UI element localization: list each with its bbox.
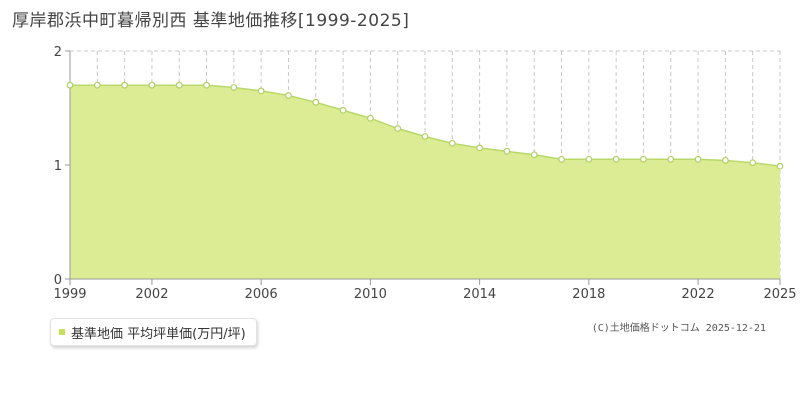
data-point [476, 144, 484, 152]
x-tick-label: 2002 [135, 287, 168, 302]
data-point [339, 106, 347, 114]
legend-label: 基準地価 平均坪単価(万円/坪) [71, 326, 246, 342]
data-point [421, 133, 429, 140]
x-tick-label: 2018 [572, 287, 605, 302]
data-point [66, 81, 74, 89]
x-tick-label: 2010 [354, 287, 387, 302]
data-point [721, 157, 729, 164]
data-point [312, 98, 320, 106]
data-point [558, 155, 565, 163]
data-point [230, 84, 238, 91]
data-point [366, 114, 374, 122]
data-point [285, 92, 292, 99]
y-tick-label: 0 [54, 273, 62, 288]
series-area [70, 85, 780, 279]
data-point [612, 155, 620, 163]
data-point [175, 81, 183, 89]
x-tick-label: 2006 [245, 287, 278, 302]
chart-title: 厚岸郡浜中町暮帰別西 基準地価推移[1999-2025] [12, 11, 410, 31]
x-tick-label: 2022 [682, 287, 715, 302]
data-point [776, 162, 784, 170]
y-tick-label: 2 [54, 45, 62, 60]
legend-marker [59, 329, 65, 335]
data-point [448, 139, 456, 147]
data-point [93, 81, 101, 89]
data-point [503, 147, 511, 155]
data-point [394, 125, 402, 132]
data-point [530, 151, 538, 159]
data-point [148, 81, 156, 89]
data-point [640, 155, 647, 163]
x-tick-label: 2025 [763, 287, 796, 302]
axes [65, 50, 781, 285]
copyright-text: (C)土地価格ドットコム 2025-12-21 [591, 323, 766, 334]
data-point [694, 155, 702, 163]
x-tick-label: 1999 [53, 287, 86, 302]
data-point [121, 81, 129, 89]
data-points [66, 81, 784, 170]
data-point [257, 87, 265, 95]
data-point [667, 155, 675, 163]
legend: 基準地価 平均坪単価(万円/坪) [50, 318, 257, 346]
x-tick-label: 2014 [463, 287, 496, 302]
tick-labels: 0 1 2 1999 2002 2006 2010 2014 2018 2022 2025 [53, 45, 796, 302]
data-point [749, 159, 757, 167]
y-tick-label: 1 [54, 159, 62, 174]
data-point [585, 155, 593, 163]
data-point [203, 81, 210, 89]
